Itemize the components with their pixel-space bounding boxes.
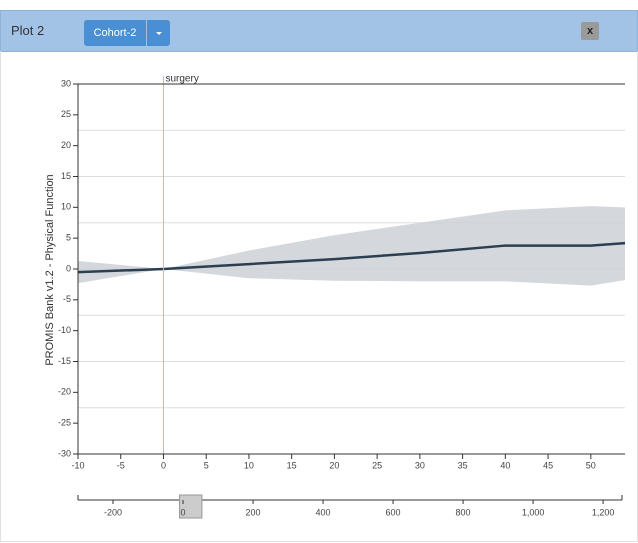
- y-tick-label: 10: [61, 202, 71, 212]
- brush-tick-label: 0: [181, 507, 186, 517]
- y-axis-label: PROMIS Bank v1.2 - Physical Function: [44, 174, 56, 365]
- y-tick-label: -5: [63, 294, 71, 304]
- brush-tick-label: 600: [386, 507, 401, 517]
- brush-tick-label: 1,000: [522, 507, 545, 517]
- x-tick-label: 30: [415, 460, 425, 470]
- x-tick-label: 20: [329, 460, 339, 470]
- x-tick-label: 40: [500, 460, 510, 470]
- brush-tick-label: 200: [246, 507, 261, 517]
- y-tick-label: 30: [61, 78, 71, 88]
- y-tick-label: -25: [58, 418, 71, 428]
- y-tick-label: -30: [58, 448, 71, 458]
- line: [77, 241, 626, 274]
- x-tick-label: 45: [543, 460, 553, 470]
- x-tick-label: 25: [372, 460, 382, 470]
- brush-tick-label: -200: [104, 507, 122, 517]
- y-tick-label: -10: [58, 325, 71, 335]
- x-tick-label: -10: [71, 460, 84, 470]
- y-tick-label: 0: [66, 263, 71, 273]
- annotation-label: surgery: [165, 74, 198, 85]
- panel-title: Plot 2: [11, 23, 45, 38]
- x-tick-label: 5: [204, 460, 209, 470]
- y-tick-label: 15: [61, 171, 71, 181]
- close-button[interactable]: x: [581, 22, 599, 40]
- y-tick-label: 20: [61, 140, 71, 150]
- y-tick-label: 5: [66, 233, 71, 243]
- y-tick-label: 25: [61, 109, 71, 119]
- cohort-button[interactable]: Cohort-2: [84, 20, 146, 46]
- y-tick-label: -20: [58, 387, 71, 397]
- cohort-dropdown[interactable]: [147, 20, 170, 46]
- y-tick-label: -15: [58, 356, 71, 366]
- brush-tick-label: 400: [316, 507, 331, 517]
- x-tick-label: -5: [117, 460, 125, 470]
- x-tick-label: 10: [244, 460, 254, 470]
- panel-header: Plot 2 Cohort-2 x: [0, 10, 638, 52]
- brush-tick-label: 800: [456, 507, 471, 517]
- brush-tick-label: 1,200: [592, 507, 615, 517]
- x-tick-label: 15: [287, 460, 297, 470]
- x-tick-label: 50: [586, 460, 596, 470]
- x-tick-label: 35: [458, 460, 468, 470]
- brush-selection: [179, 494, 203, 519]
- x-tick-label: 0: [161, 460, 166, 470]
